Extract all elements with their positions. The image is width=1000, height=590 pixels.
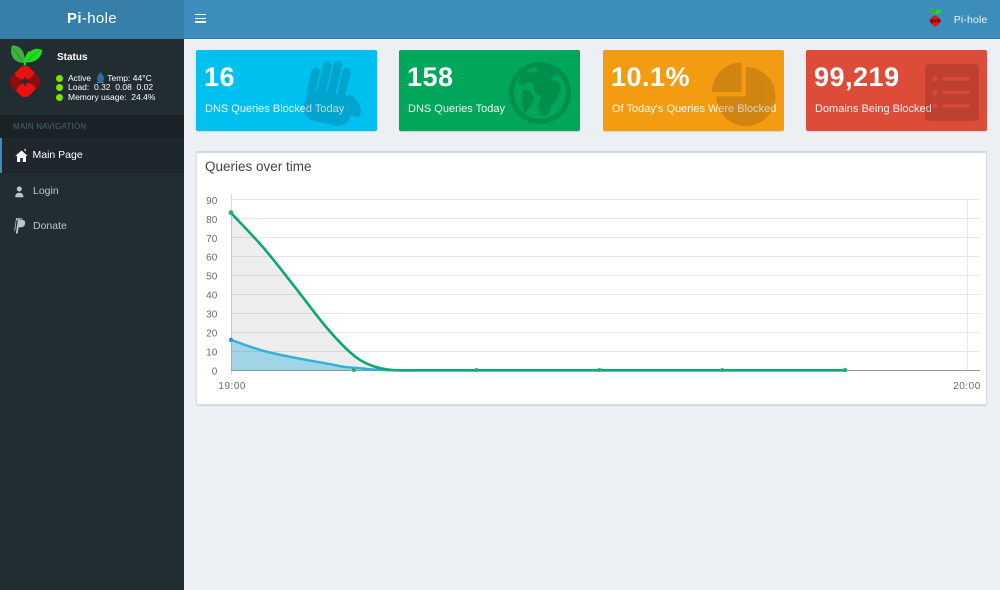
svg-text:20:00: 20:00 xyxy=(953,381,981,392)
svg-text:60: 60 xyxy=(206,253,218,264)
svg-text:10: 10 xyxy=(206,348,218,359)
svg-text:19:00: 19:00 xyxy=(218,381,246,392)
svg-text:70: 70 xyxy=(206,234,218,245)
svg-text:80: 80 xyxy=(206,215,218,226)
svg-text:40: 40 xyxy=(206,291,218,302)
svg-text:50: 50 xyxy=(206,272,218,283)
svg-text:90: 90 xyxy=(206,196,218,207)
svg-text:0: 0 xyxy=(212,366,218,377)
svg-text:20: 20 xyxy=(206,329,218,340)
svg-text:30: 30 xyxy=(206,310,218,321)
